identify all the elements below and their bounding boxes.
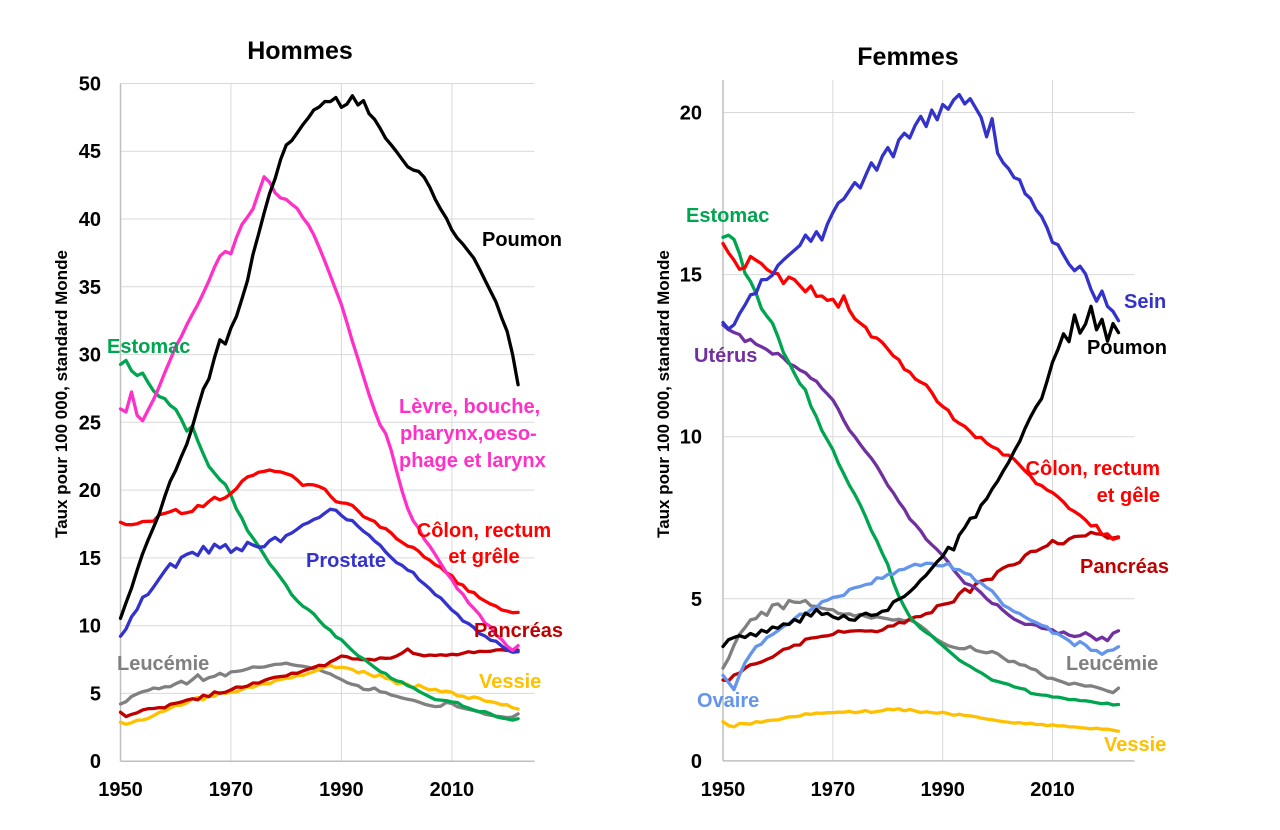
svg-text:50: 50 <box>79 73 101 95</box>
svg-text:Taux pour 100 000, standard Mo: Taux pour 100 000, standard Monde <box>654 250 673 538</box>
svg-text:Poumon: Poumon <box>1087 337 1167 359</box>
svg-text:1970: 1970 <box>811 779 856 801</box>
svg-text:Poumon: Poumon <box>482 229 562 251</box>
svg-text:Leucémie: Leucémie <box>1066 653 1158 675</box>
svg-text:Lèvre, bouche,: Lèvre, bouche, <box>399 396 540 418</box>
svg-text:1970: 1970 <box>209 779 254 801</box>
svg-text:10: 10 <box>680 427 702 449</box>
svg-text:Utérus: Utérus <box>694 345 757 367</box>
svg-text:15: 15 <box>680 265 702 287</box>
svg-text:Côlon, rectum: Côlon, rectum <box>1026 458 1160 480</box>
svg-text:5: 5 <box>691 589 702 611</box>
svg-text:phage et larynx: phage et larynx <box>399 450 546 472</box>
svg-text:1950: 1950 <box>701 779 746 801</box>
svg-text:1990: 1990 <box>319 779 364 801</box>
svg-text:Sein: Sein <box>1124 291 1166 313</box>
svg-text:et gêle: et gêle <box>1097 485 1160 507</box>
svg-text:25: 25 <box>79 412 101 434</box>
svg-text:Vessie: Vessie <box>1104 734 1166 756</box>
svg-text:20: 20 <box>680 103 702 125</box>
svg-text:Estomac: Estomac <box>686 205 769 227</box>
svg-text:35: 35 <box>79 277 101 299</box>
svg-text:et grêle: et grêle <box>448 546 519 568</box>
svg-text:Côlon, rectum: Côlon, rectum <box>417 520 551 542</box>
svg-text:30: 30 <box>79 345 101 367</box>
svg-text:Hommes: Hommes <box>247 37 353 65</box>
svg-text:Prostate: Prostate <box>306 550 386 572</box>
svg-text:Leucémie: Leucémie <box>117 653 209 675</box>
svg-text:0: 0 <box>90 751 101 773</box>
svg-text:0: 0 <box>691 751 702 773</box>
svg-text:pharynx,oeso-: pharynx,oeso- <box>400 423 537 445</box>
svg-text:5: 5 <box>90 683 101 705</box>
svg-text:Estomac: Estomac <box>107 336 190 358</box>
svg-text:Pancréas: Pancréas <box>474 620 563 642</box>
svg-text:2010: 2010 <box>1030 779 1075 801</box>
svg-text:2010: 2010 <box>430 779 475 801</box>
svg-text:40: 40 <box>79 209 101 231</box>
svg-text:20: 20 <box>79 480 101 502</box>
svg-text:Pancréas: Pancréas <box>1080 556 1169 578</box>
svg-text:45: 45 <box>79 141 101 163</box>
svg-text:Vessie: Vessie <box>479 671 541 693</box>
svg-text:1950: 1950 <box>98 779 143 801</box>
svg-text:10: 10 <box>79 616 101 638</box>
svg-text:Femmes: Femmes <box>857 43 958 71</box>
svg-text:15: 15 <box>79 548 101 570</box>
svg-text:Taux pour 100 000, standard Mo: Taux pour 100 000, standard Monde <box>52 250 71 538</box>
svg-text:Ovaire: Ovaire <box>697 690 759 712</box>
svg-text:1990: 1990 <box>920 779 965 801</box>
